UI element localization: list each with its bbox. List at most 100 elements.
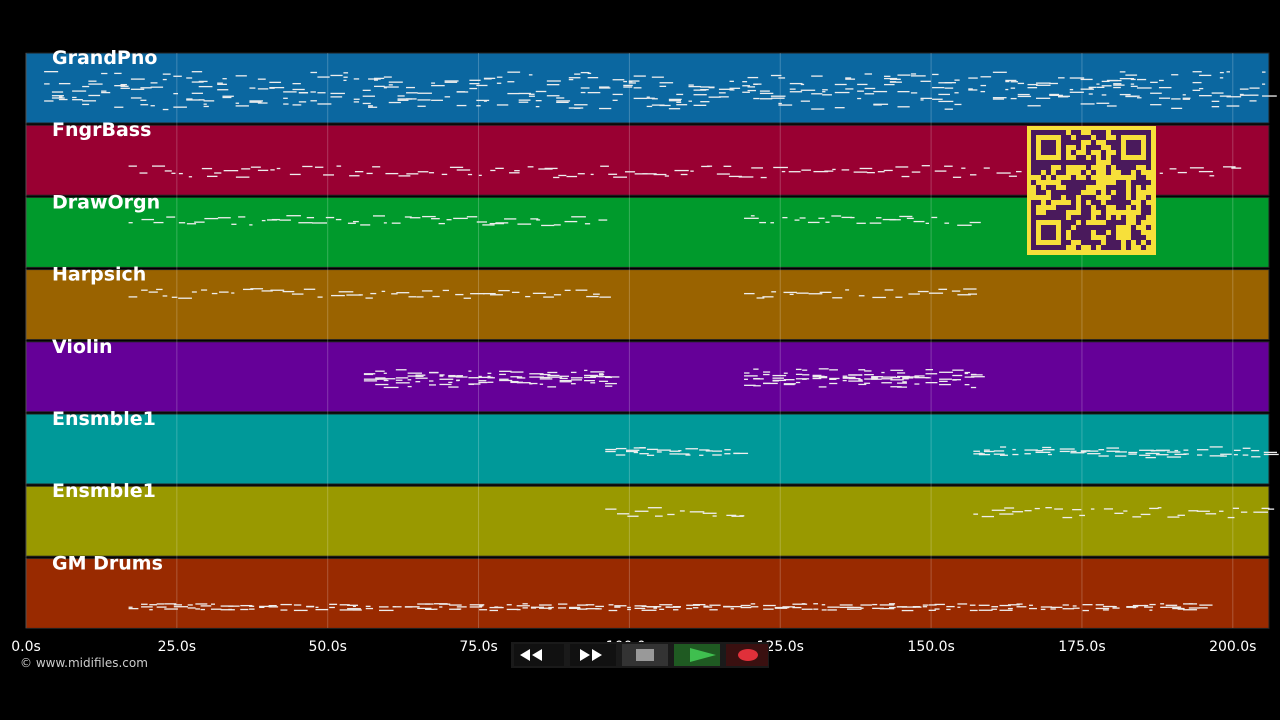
note (455, 293, 464, 296)
note (1136, 78, 1147, 81)
qr-module (1071, 140, 1076, 145)
note (1113, 84, 1125, 86)
note (799, 217, 806, 219)
note (1062, 604, 1069, 606)
note (574, 107, 581, 109)
note (528, 93, 535, 95)
qr-module (1036, 245, 1041, 250)
note (415, 374, 426, 376)
note (770, 95, 786, 97)
qr-module (1041, 150, 1046, 155)
note (1139, 454, 1151, 456)
note (469, 79, 481, 81)
note (325, 216, 335, 219)
note (1130, 78, 1136, 81)
note (664, 175, 669, 177)
note (759, 92, 774, 95)
qr-module (1031, 165, 1036, 170)
note (615, 447, 627, 450)
note (58, 96, 63, 98)
note (812, 375, 819, 378)
note (529, 373, 544, 375)
note (315, 608, 329, 611)
qr-module (1116, 130, 1121, 135)
note (1220, 455, 1227, 457)
note (431, 99, 443, 101)
qr-module (1051, 175, 1056, 180)
note (912, 606, 922, 608)
note (407, 372, 422, 374)
fast-forward-button[interactable] (570, 644, 616, 666)
qr-module (1146, 165, 1151, 170)
note (456, 608, 462, 610)
note (1196, 510, 1210, 512)
qr-module (1116, 240, 1121, 245)
note (577, 604, 588, 606)
note (992, 98, 1005, 100)
note (668, 98, 682, 101)
note (841, 216, 853, 219)
note (422, 215, 436, 218)
note (1047, 448, 1055, 451)
note (198, 80, 208, 83)
stop-button[interactable] (622, 644, 668, 666)
note (249, 87, 256, 89)
note (807, 221, 820, 224)
record-button[interactable] (726, 644, 768, 666)
note (496, 76, 503, 78)
qr-module (1101, 135, 1106, 140)
note (249, 605, 255, 607)
qr-module (1031, 150, 1036, 155)
note (655, 515, 663, 517)
tick-label: 175.0s (1058, 639, 1105, 655)
note (1080, 450, 1091, 452)
note (625, 449, 640, 451)
note (1016, 170, 1022, 173)
note (772, 379, 787, 382)
note (535, 100, 542, 102)
note (1211, 92, 1224, 94)
note (818, 376, 828, 379)
note (688, 85, 702, 88)
qr-module (1096, 205, 1101, 210)
note (222, 96, 232, 99)
note (365, 605, 371, 607)
qr-module (1031, 200, 1036, 205)
note (490, 169, 496, 172)
note (516, 605, 530, 607)
qr-module (1071, 230, 1076, 235)
note (238, 216, 246, 218)
note (914, 377, 929, 379)
qr-module (1051, 190, 1056, 195)
note (469, 604, 485, 606)
track-lane (25, 52, 1270, 124)
qr-module (1071, 195, 1076, 200)
qr-module (1116, 145, 1121, 150)
play-button[interactable] (674, 644, 720, 666)
note (1263, 451, 1277, 454)
note (269, 81, 282, 84)
rewind-button[interactable] (514, 644, 564, 666)
note (991, 509, 1006, 511)
qr-module (1106, 170, 1111, 175)
note (539, 383, 544, 385)
note (899, 215, 913, 218)
qr-module (1131, 205, 1136, 210)
qr-module (1066, 185, 1071, 190)
note (482, 224, 495, 226)
note (511, 291, 520, 294)
note (339, 609, 354, 611)
note (598, 373, 604, 375)
note (220, 605, 234, 607)
note (928, 609, 936, 611)
note (1262, 95, 1277, 97)
qr-module (1061, 145, 1066, 150)
note (848, 377, 861, 380)
note (231, 223, 237, 225)
note (983, 450, 995, 453)
note (848, 374, 863, 376)
note (130, 78, 145, 80)
note (363, 373, 374, 376)
note (352, 605, 356, 608)
qr-module (1146, 205, 1151, 210)
